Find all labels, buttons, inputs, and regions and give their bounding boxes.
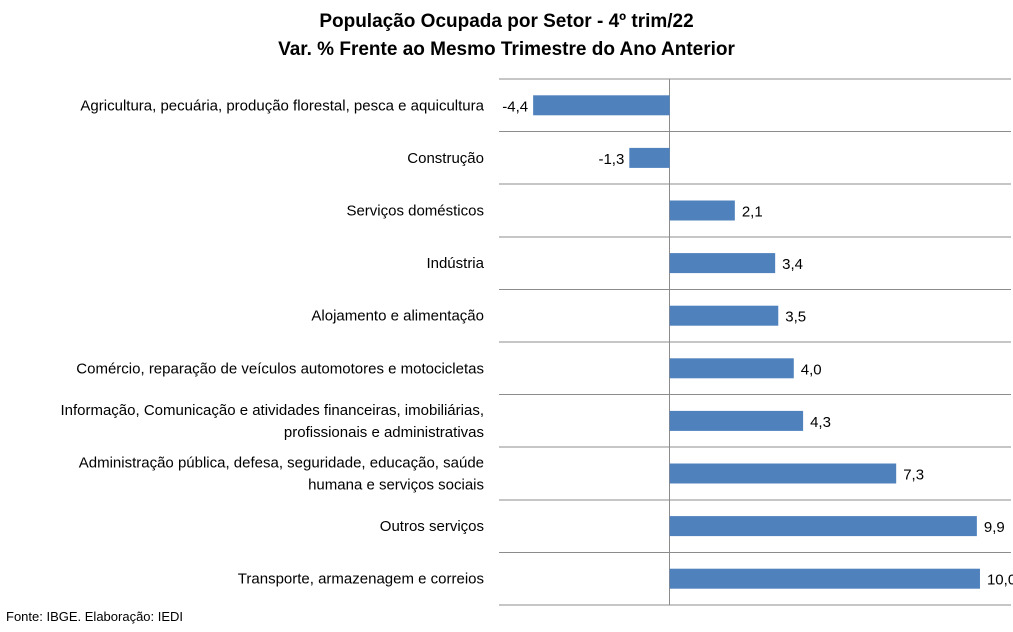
bars bbox=[533, 95, 980, 589]
category-label: Construção bbox=[407, 150, 484, 167]
source-note: Fonte: IBGE. Elaboração: IEDI bbox=[6, 609, 184, 624]
bar bbox=[533, 95, 670, 116]
category-label: Comércio, reparação de veículos automoto… bbox=[76, 360, 484, 377]
category-label: Transporte, armazenagem e correios bbox=[238, 571, 484, 588]
bar bbox=[669, 568, 980, 589]
chart-title: População Ocupada por Setor - 4º trim/22 bbox=[319, 11, 694, 32]
data-label: 7,3 bbox=[903, 467, 924, 484]
data-label: 9,9 bbox=[984, 519, 1005, 536]
data-label: -1,3 bbox=[598, 151, 624, 168]
data-label: 10,0 bbox=[987, 572, 1013, 589]
category-labels: Agricultura, pecuária, produção floresta… bbox=[60, 97, 484, 587]
bar bbox=[629, 147, 670, 168]
bar bbox=[669, 516, 977, 537]
category-label: profissionais e administrativas bbox=[284, 424, 484, 441]
data-label: 4,0 bbox=[801, 361, 822, 378]
chart-title-block: População Ocupada por Setor - 4º trim/22… bbox=[0, 8, 1013, 64]
bar bbox=[669, 358, 794, 379]
category-label: Alojamento e alimentação bbox=[311, 308, 484, 325]
category-label: Agricultura, pecuária, produção floresta… bbox=[80, 97, 484, 114]
data-label: -4,4 bbox=[502, 98, 528, 115]
chart-subtitle: Var. % Frente ao Mesmo Trimestre do Ano … bbox=[278, 39, 735, 60]
bar bbox=[669, 253, 776, 274]
category-label: Administração pública, defesa, seguridad… bbox=[79, 455, 484, 472]
bar bbox=[669, 305, 779, 326]
category-label: Informação, Comunicação e atividades fin… bbox=[60, 402, 484, 419]
category-label: Outros serviços bbox=[380, 518, 484, 535]
data-label: 3,5 bbox=[785, 309, 806, 326]
bar bbox=[669, 463, 897, 484]
data-labels: -4,4 -1,3 2,1 3,4 3,5 4,0 4,3 7,3 9,9 10,0 bbox=[502, 98, 1013, 588]
category-label: humana e serviços sociais bbox=[308, 477, 484, 494]
bar bbox=[669, 200, 735, 221]
data-label: 3,4 bbox=[782, 256, 803, 273]
category-label: Indústria bbox=[426, 255, 484, 272]
data-label: 4,3 bbox=[810, 414, 831, 431]
category-label: Serviços domésticos bbox=[346, 203, 484, 220]
data-label: 2,1 bbox=[742, 204, 763, 221]
bar bbox=[669, 410, 804, 431]
